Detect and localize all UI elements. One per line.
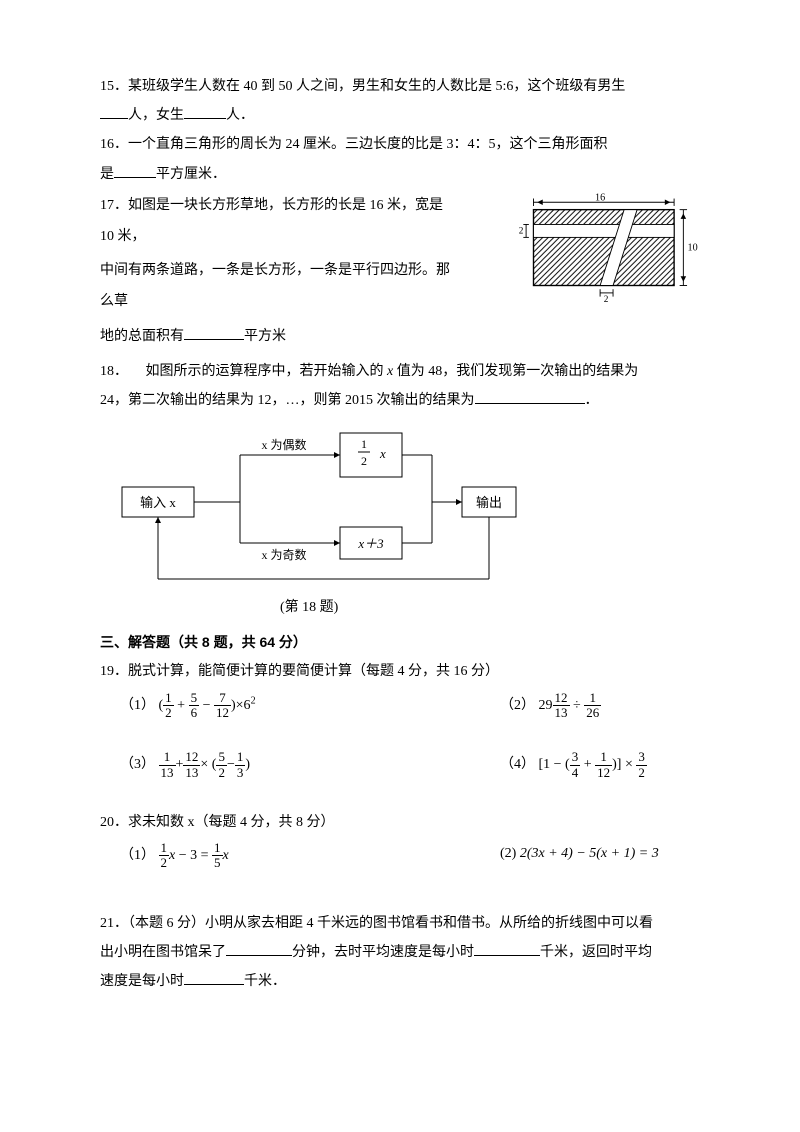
fig-label-10: 10 [688,242,698,253]
fig-label-16: 16 [595,192,605,203]
q19-p2: （2） 291213 ÷ 126 [500,691,700,721]
q19-p2-lbl: （2） [500,698,535,713]
q17-num: 17． [100,198,128,213]
q16-tb: 是 [100,167,114,182]
q19-p1: （1） (12 + 56 − 712)×62 [120,691,320,721]
q16-num: 16． [100,137,128,152]
q18-num: 18． [100,364,128,379]
q21: 21．（本题 6 分）小明从家去相距 4 千米远的图书馆看书和借书。从所给的折线… [100,911,700,936]
q17-l2: 中间有两条道路，一条是长方形，一条是平行四边形。那么草 [100,263,450,309]
q21-blank2[interactable] [474,941,540,956]
q21-num: 21． [100,916,128,931]
q18-blank[interactable] [475,389,585,404]
svg-text:输出: 输出 [476,495,502,510]
q20-row: （1） 12x − 3 = 15x (2) 2(3x + 4) − 5(x + … [120,841,700,871]
q16-tc: 平方厘米． [156,167,226,182]
q18-caption: (第 18 题) [280,595,700,620]
q18: 18． 如图所示的运算程序中，若开始输入的 x 值为 48，我们发现第一次输出的… [100,359,700,384]
fig-label-2b: 2 [604,295,609,305]
q17: 17．如图是一块长方形草地，长方形的长是 16 米，宽是 10 米， 中间有两条… [100,191,700,353]
svg-text:x: x [379,446,386,461]
q17-l3a: 地的总面积有 [100,329,184,344]
q19-intro: 脱式计算，能简便计算的要简便计算（每题 4 分，共 16 分） [128,664,499,679]
q21-l2b: 分钟，去时平均速度是每小时 [292,945,474,960]
q20-p2-lbl: (2) [500,846,516,861]
q19-p1-lbl: （1） [120,698,155,713]
q21-cont2: 速度是每小时 千米． [100,969,700,994]
q21-l3a: 速度是每小时 [100,974,184,989]
q18-x: x [384,364,397,379]
fig-label-2a: 2 [519,226,524,236]
q21-cont1: 出小明在图书馆呆了 分钟，去时平均速度是每小时 千米，返回时平均 [100,940,700,965]
q20-p2-eq: 2(3x + 4) − 5(x + 1) = 3 [520,846,659,861]
q21-l2c: 千米，返回时平均 [540,945,652,960]
q19-p3: （3） 113+1213× (52−13) [120,750,320,780]
q21-l2a: 出小明在图书馆呆了 [100,945,226,960]
svg-text:输入 x: 输入 x [140,495,176,510]
q18-flowchart: 输入 x x 为偶数 x 为奇数 1 2 x x＋3 输出 [112,421,532,591]
q15: 15．某班级学生人数在 40 到 50 人之间，男生和女生的人数比是 5:6，这… [100,74,700,99]
q15-tc: 人． [226,108,254,123]
q20: 20．求未知数 x（每题 4 分，共 8 分） [100,810,700,835]
q16: 16．一个直角三角形的周长为 24 厘米。三边长度的比是 3：4：5，这个三角形… [100,132,700,157]
svg-text:2: 2 [361,454,367,468]
q19: 19．脱式计算，能简便计算的要简便计算（每题 4 分，共 16 分） [100,659,700,684]
q15-cont: 人，女生 人． [100,103,700,128]
svg-text:1: 1 [361,437,367,451]
q16-blank[interactable] [114,163,156,178]
q17-figure: 16 10 2 2 [515,191,700,306]
exam-page: 15．某班级学生人数在 40 到 50 人之间，男生和女生的人数比是 5:6，这… [0,0,800,1132]
q19-p4-lbl: （4） [500,757,535,772]
q17-l1: 如图是一块长方形草地，长方形的长是 16 米，宽是 10 米， [100,198,443,244]
q15-blank1[interactable] [100,104,128,119]
q16-ta: 一个直角三角形的周长为 24 厘米。三边长度的比是 3：4：5，这个三角形面积 [128,137,608,152]
q16-cont: 是 平方厘米． [100,162,700,187]
q19-row1: （1） (12 + 56 − 712)×62 （2） 291213 ÷ 126 [120,691,700,721]
section3-title: 三、解答题（共 8 题，共 64 分） [100,630,700,655]
q15-blank2[interactable] [184,104,226,119]
svg-text:x 为偶数: x 为偶数 [261,437,306,452]
q18-l2a: 24，第二次输出的结果为 12，…，则第 2015 次输出的结果为 [100,393,475,408]
q21-blank1[interactable] [226,941,292,956]
q18-l2b: ． [585,393,599,408]
svg-text:x＋3: x＋3 [357,536,384,551]
q18-cont: 24，第二次输出的结果为 12，…，则第 2015 次输出的结果为 ． [100,388,700,413]
q20-p1-lbl: （1） [120,848,155,863]
q17-blank[interactable] [184,325,244,340]
q15-ta: 某班级学生人数在 40 到 50 人之间，男生和女生的人数比是 5:6，这个班级… [128,79,625,94]
q21-l3b: 千米． [244,974,286,989]
q19-p4: （4） [1 − (34 + 112)] × 32 [500,750,700,780]
q18-l1a: 如图所示的运算程序中，若开始输入的 [146,364,384,379]
q20-num: 20． [100,815,128,830]
q19-p3-lbl: （3） [120,757,155,772]
q15-num: 15． [100,79,128,94]
q15-tb: 人，女生 [128,108,184,123]
q19-num: 19． [100,664,128,679]
q20-p2: (2) 2(3x + 4) − 5(x + 1) = 3 [500,841,700,871]
q20-p1: （1） 12x − 3 = 15x [120,841,320,871]
q21-blank3[interactable] [184,970,244,985]
q17-l3b: 平方米 [244,329,286,344]
q20-intro: 求未知数 x（每题 4 分，共 8 分） [128,815,335,830]
q17-text: 17．如图是一块长方形草地，长方形的长是 16 米，宽是 10 米， 中间有两条… [100,191,460,353]
svg-text:x 为奇数: x 为奇数 [261,547,306,562]
q19-row2: （3） 113+1213× (52−13) （4） [1 − (34 + 112… [120,750,700,780]
q18-l1b: 值为 48，我们发现第一次输出的结果为 [397,364,639,379]
q21-l1: （本题 6 分）小明从家去相距 4 千米远的图书馆看书和借书。从所给的折线图中可… [128,916,653,931]
